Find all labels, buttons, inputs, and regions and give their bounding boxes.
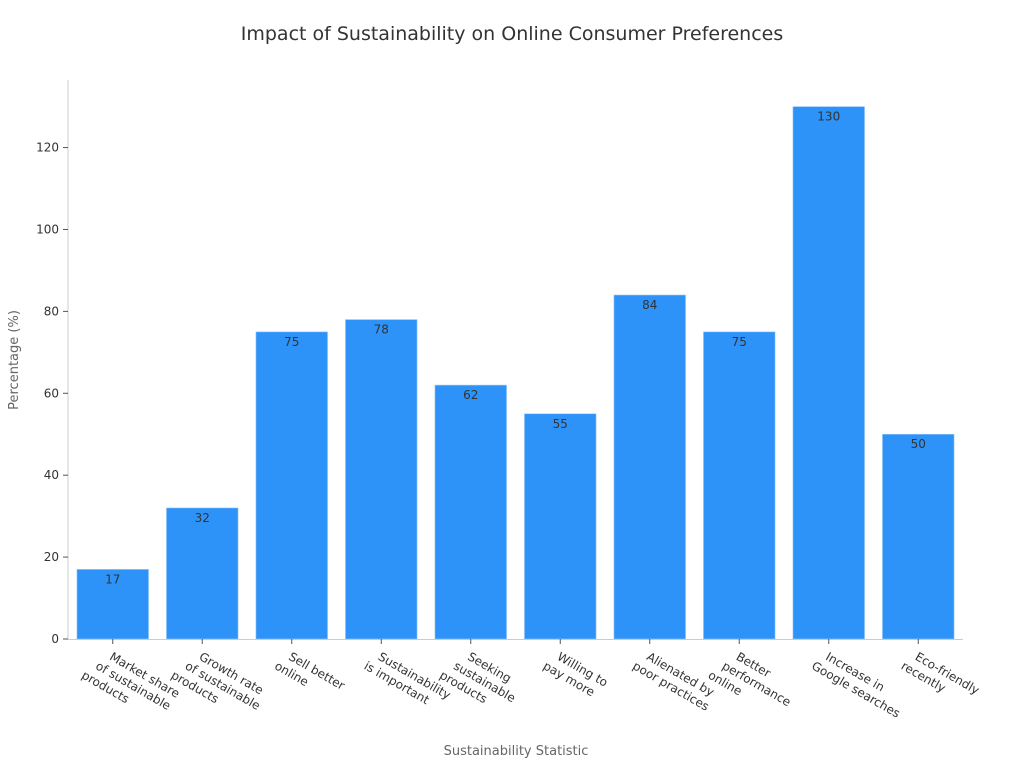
data-label: 50 xyxy=(911,437,926,451)
bar xyxy=(434,384,507,640)
bar xyxy=(613,294,686,640)
x-tick-label: Market shareof sustainableproducts xyxy=(79,642,182,727)
data-label: 84 xyxy=(642,298,657,312)
x-axis-label: Sustainability Statistic xyxy=(444,744,589,759)
data-label: 78 xyxy=(374,323,389,337)
y-tick-label: 80 xyxy=(44,304,59,318)
data-label: 75 xyxy=(284,335,299,349)
data-label: 130 xyxy=(817,110,840,124)
bar xyxy=(703,331,776,640)
bar xyxy=(345,319,418,640)
x-tick-label: Betterperformanceonline xyxy=(706,642,801,722)
y-tick-label: 120 xyxy=(36,141,59,155)
bar xyxy=(166,507,239,640)
chart-title: Impact of Sustainability on Online Consu… xyxy=(241,23,784,45)
x-tick-label: Willing topay more xyxy=(541,646,611,703)
x-tick-label: Sell betteronline xyxy=(272,646,347,706)
x-tick-label: Seekingsustainableproducts xyxy=(437,642,525,718)
data-label: 55 xyxy=(553,417,568,431)
data-label: 32 xyxy=(195,511,210,525)
y-tick-label: 60 xyxy=(44,386,59,400)
y-tick-label: 0 xyxy=(51,632,59,646)
x-tick-label: Eco-friendlyrecently xyxy=(899,646,982,711)
bar xyxy=(524,413,597,640)
y-axis-label: Percentage (%) xyxy=(7,310,22,410)
data-label: 62 xyxy=(463,388,478,402)
y-tick-label: 40 xyxy=(44,468,59,482)
bar xyxy=(76,569,149,640)
data-label: 75 xyxy=(732,335,747,349)
y-tick-label: 20 xyxy=(44,550,59,564)
x-tick-label: Growth rateof sustainableproducts xyxy=(169,642,270,726)
y-tick-label: 100 xyxy=(36,222,59,236)
data-label: 17 xyxy=(105,572,120,586)
bar xyxy=(255,331,328,640)
bar xyxy=(882,433,955,640)
bar xyxy=(792,106,865,640)
x-tick-label: Increase inGoogle searches xyxy=(809,646,910,721)
